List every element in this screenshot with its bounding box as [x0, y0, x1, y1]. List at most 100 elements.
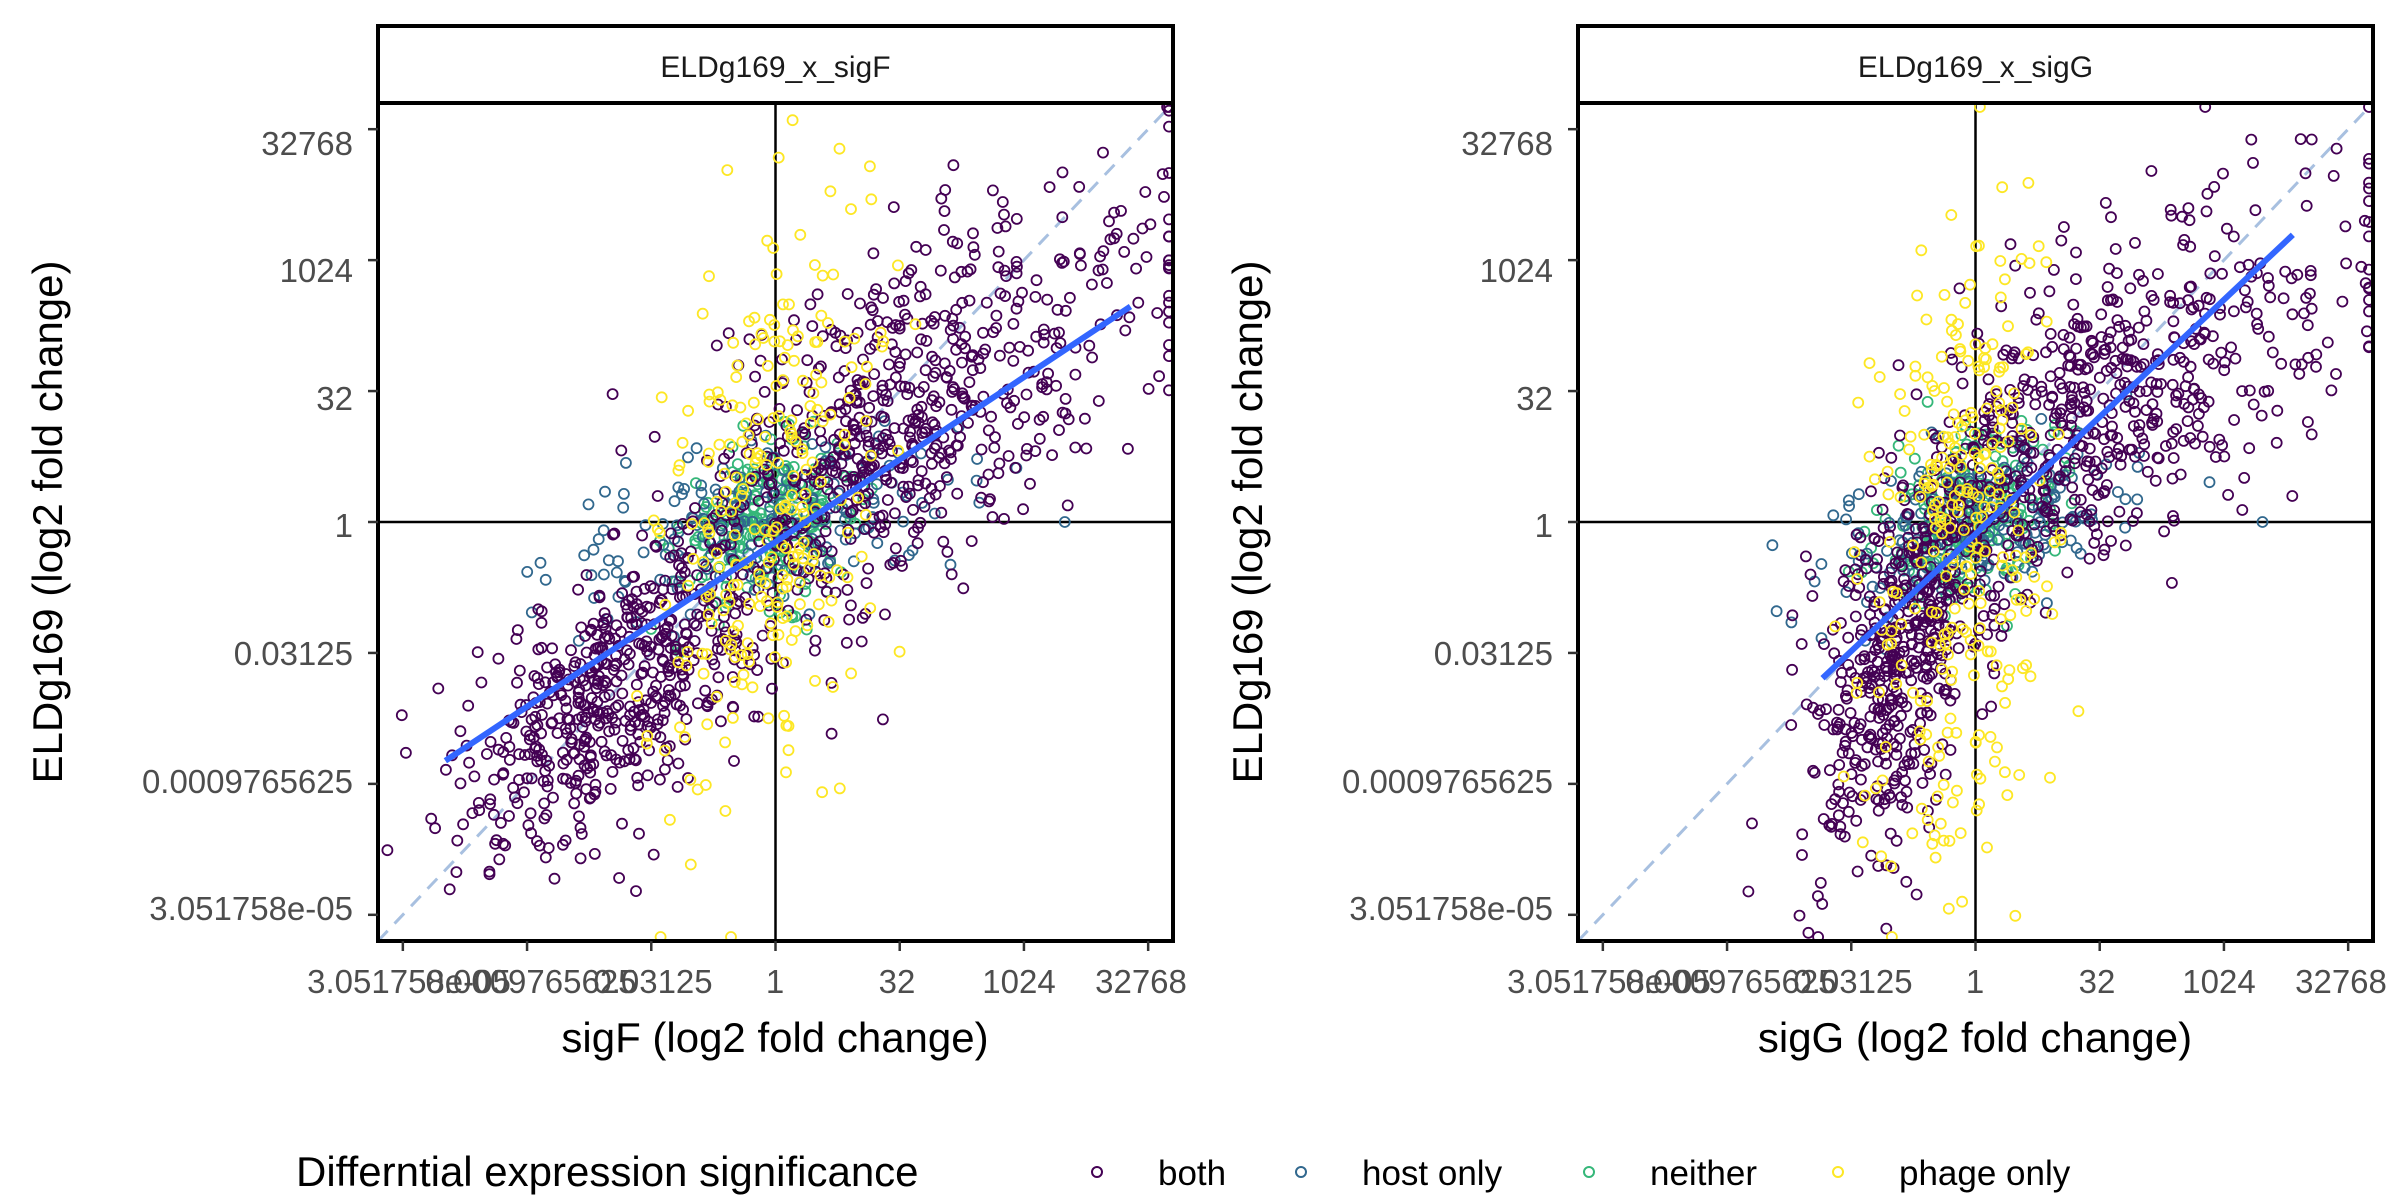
data-point-both	[1886, 653, 1898, 666]
data-point-both	[2116, 341, 2129, 354]
data-point-host-only	[2074, 547, 2087, 560]
x-tick-label: 32	[879, 963, 916, 1000]
data-point-both	[2137, 338, 2150, 351]
data-point-both	[2116, 352, 2129, 365]
data-point-both	[2119, 319, 2132, 332]
data-point-both	[862, 435, 875, 448]
data-point-both	[985, 410, 997, 423]
data-point-both	[2363, 294, 2373, 306]
data-point-both	[541, 780, 554, 793]
data-point-host-only	[2034, 516, 2046, 528]
data-point-phage-only	[710, 495, 723, 508]
data-point-both	[903, 381, 916, 394]
data-point-both	[1913, 632, 1925, 645]
data-point-both	[1901, 801, 1914, 814]
y-axis-label: ELDg169 (log2 fold change)	[1224, 260, 1271, 783]
data-point-both	[1910, 888, 1923, 901]
legend-label-phage-only: phage only	[1899, 1154, 2071, 1193]
data-point-both	[574, 821, 587, 834]
data-point-host-only	[1766, 539, 1779, 552]
data-point-both	[736, 568, 749, 581]
data-point-phage-only	[1969, 736, 1982, 748]
data-point-phage-only	[1946, 665, 1958, 678]
data-point-both	[1036, 378, 1049, 391]
data-point-both	[547, 791, 559, 804]
data-point-phage-only	[814, 569, 827, 582]
data-point-both	[1042, 367, 1054, 380]
data-point-phage-only	[1869, 782, 1882, 795]
data-point-both	[1800, 698, 1813, 711]
data-point-neither	[1908, 452, 1921, 465]
data-point-both	[2074, 405, 2086, 418]
data-point-phage-only	[865, 193, 878, 206]
data-point-phage-only	[699, 779, 712, 791]
data-point-both	[1017, 503, 1029, 516]
data-point-both	[899, 348, 912, 361]
data-point-both	[2220, 222, 2233, 235]
data-point-both	[1746, 817, 1758, 830]
data-point-phage-only	[796, 447, 809, 460]
data-point-both	[2095, 308, 2108, 321]
data-point-both	[1833, 785, 1845, 798]
data-point-both	[451, 834, 464, 847]
data-point-host-only	[695, 479, 707, 492]
data-point-phage-only	[785, 431, 798, 444]
data-point-host-only	[840, 506, 853, 519]
data-point-both	[2064, 351, 2077, 364]
data-point-both	[815, 464, 828, 477]
data-point-phage-only	[1999, 697, 2011, 709]
data-point-both	[840, 636, 853, 649]
data-point-phage-only	[696, 307, 709, 320]
data-point-both	[2036, 500, 2049, 513]
data-point-both	[2340, 257, 2353, 270]
data-point-both	[628, 570, 640, 583]
data-point-both	[965, 535, 978, 547]
data-point-both	[1844, 707, 1857, 719]
data-point-both	[595, 735, 608, 748]
data-point-both	[1916, 568, 1929, 580]
data-point-both	[1069, 441, 1082, 454]
data-point-both	[1163, 316, 1173, 329]
data-point-both	[1127, 232, 1140, 245]
data-point-both	[748, 710, 761, 723]
data-point-both	[2145, 165, 2158, 177]
x-tick-label: 0.0009765625	[425, 963, 636, 1000]
data-point-phage-only	[777, 298, 789, 311]
axis-ticks: 3.051758e-05 0.0009765625 0.03125 1 32 1…	[142, 125, 1187, 1000]
data-point-both	[889, 507, 901, 520]
data-point-phage-only	[1968, 669, 1980, 682]
data-point-phage-only	[1927, 545, 1940, 558]
data-point-both	[443, 883, 456, 896]
data-point-phage-only	[1934, 515, 1947, 528]
data-point-both	[630, 885, 642, 897]
data-point-both	[1884, 791, 1897, 804]
data-point-both	[2111, 431, 2124, 444]
data-point-both	[1903, 758, 1916, 770]
data-point-both	[2101, 515, 2114, 528]
data-point-both	[2200, 291, 2213, 304]
data-point-both	[513, 774, 525, 786]
data-point-phage-only	[1996, 559, 2008, 572]
data-point-both	[1919, 651, 1931, 664]
data-point-both	[2185, 280, 2197, 293]
x-tick-label: 0.03125	[1793, 963, 1912, 1000]
data-point-both	[967, 227, 979, 240]
data-point-both	[1030, 274, 1043, 287]
data-point-phage-only	[681, 646, 694, 658]
data-point-phage-only	[728, 529, 741, 542]
data-point-phage-only	[842, 526, 854, 539]
data-point-both	[2113, 505, 2126, 518]
data-point-both	[904, 431, 916, 444]
data-point-phage-only	[1972, 639, 1985, 652]
data-point-both	[1890, 770, 1903, 783]
data-point-phage-only	[1938, 288, 1951, 301]
data-point-both	[472, 797, 485, 809]
data-point-phage-only	[772, 151, 785, 164]
data-point-both	[2164, 296, 2177, 309]
data-point-phage-only	[1927, 504, 1939, 517]
data-point-phage-only	[2025, 547, 2037, 559]
data-point-phage-only	[711, 386, 724, 399]
data-point-phage-only	[780, 656, 792, 669]
data-point-both	[893, 322, 906, 335]
data-point-both	[832, 371, 845, 384]
